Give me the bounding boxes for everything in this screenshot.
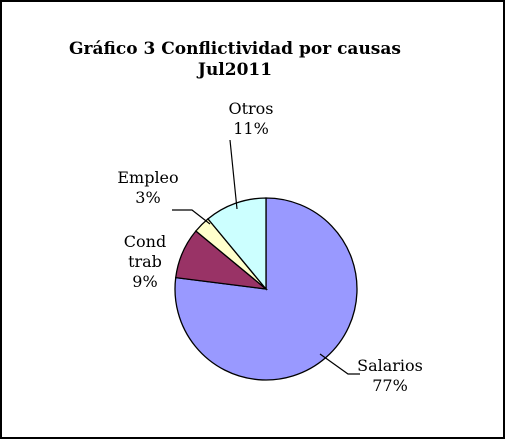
data-label-otros-percent: 11% <box>233 119 269 138</box>
leader-line-salarios <box>319 353 360 375</box>
chart-subtitle: Jul2011 <box>196 60 272 80</box>
leader-lines <box>172 139 360 375</box>
data-label-otros-name: Otros <box>228 99 273 118</box>
data-label-salarios-percent: 77% <box>372 376 408 395</box>
data-label-empleo-percent: 3% <box>135 188 160 207</box>
pie-slices <box>174 197 358 381</box>
chart-title: Gráfico 3 Conflictividad por causas <box>69 39 401 59</box>
data-label-empleo-name: Empleo <box>117 168 178 187</box>
data-label-cond-trab-name: Cond <box>124 232 166 251</box>
pie-slice-otros <box>207 197 267 291</box>
leader-line-otros <box>229 139 238 210</box>
data-label-cond-trab-name: trab <box>128 252 162 271</box>
data-label-salarios-name: Salarios <box>357 356 423 375</box>
data-label-cond-trab-percent: 9% <box>132 272 157 291</box>
leader-line-empleo <box>172 209 211 225</box>
